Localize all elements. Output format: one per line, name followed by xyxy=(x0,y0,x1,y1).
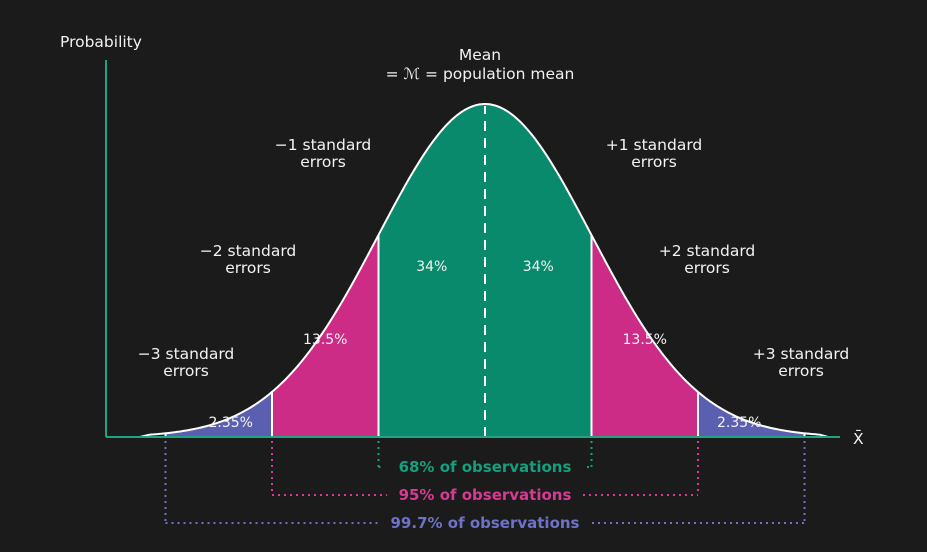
observation-ranges: 68% of observations 95% of observations 99… xyxy=(164,441,806,532)
region-label-4: 13.5% xyxy=(623,332,667,348)
percent-labels: 2.35% 13.5% 34% 34% 13.5% 2.35% xyxy=(209,259,762,431)
x-axis-label: X̄ xyxy=(853,429,864,448)
obs-label-2: 99.7% of observations xyxy=(391,514,580,532)
sd-label-3-line1: errors xyxy=(631,153,677,171)
sd-label-1-line0: −2 standard xyxy=(200,242,297,260)
obs-label-1: 95% of observations xyxy=(399,486,572,504)
region-0 xyxy=(165,391,272,437)
region-label-5: 2.35% xyxy=(717,415,761,431)
mean-label-line2: = ℳ = population mean xyxy=(386,65,575,83)
sd-label-2-line0: −1 standard xyxy=(275,136,372,154)
region-label-3: 34% xyxy=(523,259,554,275)
sd-label-4-line1: errors xyxy=(684,259,730,277)
region-label-1: 13.5% xyxy=(303,332,347,348)
sd-label-5-line1: errors xyxy=(778,362,824,380)
region-label-0: 2.35% xyxy=(209,415,253,431)
sd-label-2-line1: errors xyxy=(300,153,346,171)
sd-label-5-line0: +3 standard xyxy=(753,345,850,363)
sd-label-4-line0: +2 standard xyxy=(659,242,756,260)
obs-label-0: 68% of observations xyxy=(399,458,572,476)
sd-label-0-line1: errors xyxy=(163,362,209,380)
sd-label-0-line0: −3 standard xyxy=(138,345,235,363)
region-5 xyxy=(698,391,805,437)
sd-label-3-line0: +1 standard xyxy=(606,136,703,154)
region-label-2: 34% xyxy=(416,259,447,275)
curve-outline xyxy=(139,103,829,438)
y-axis-label: Probability xyxy=(60,33,142,51)
sd-label-1-line1: errors xyxy=(225,259,271,277)
mean-label-line1: Mean xyxy=(459,46,501,64)
